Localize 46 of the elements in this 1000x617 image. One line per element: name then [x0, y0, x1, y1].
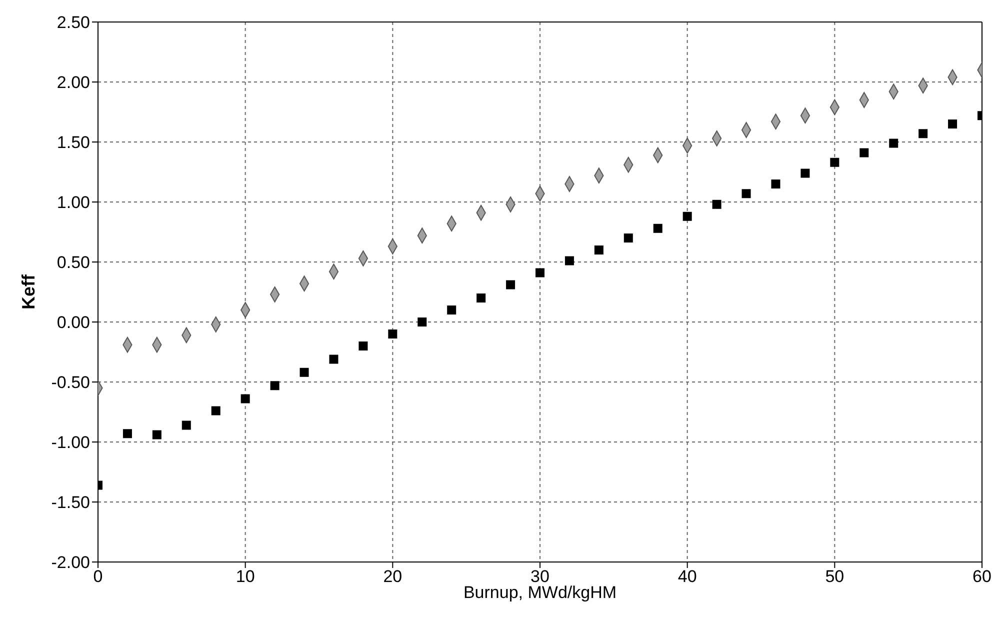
point — [182, 420, 191, 430]
point — [564, 256, 574, 266]
y-tick-label: -1.00 — [51, 433, 90, 452]
point — [742, 189, 751, 198]
point — [358, 342, 368, 350]
x-tick-label: 20 — [383, 567, 402, 586]
x-tick-label: 60 — [972, 567, 992, 586]
point — [889, 138, 898, 148]
point — [418, 318, 427, 326]
point — [122, 429, 132, 438]
point — [329, 354, 338, 364]
point — [270, 381, 280, 390]
point — [800, 168, 810, 178]
point — [860, 148, 869, 158]
point — [211, 406, 220, 416]
x-tick-label: 10 — [236, 567, 255, 586]
y-tick-label: -1.50 — [51, 493, 90, 512]
x-tick-label: 0 — [93, 567, 103, 586]
point — [536, 268, 544, 278]
point — [447, 306, 456, 314]
point — [918, 129, 928, 138]
y-axis-title: Keff — [18, 273, 38, 310]
y-tick-label: 2.50 — [56, 13, 90, 32]
y-tick-label: 1.50 — [56, 133, 90, 152]
point — [948, 120, 958, 128]
point — [682, 212, 692, 221]
point — [653, 224, 662, 233]
point — [712, 200, 722, 209]
x-tick-label: 50 — [825, 567, 844, 586]
point — [594, 246, 604, 254]
point — [240, 394, 250, 404]
point — [624, 234, 633, 242]
y-tick-label: 0.50 — [56, 253, 90, 272]
point — [771, 180, 780, 188]
point — [830, 158, 840, 167]
point — [388, 330, 398, 338]
y-tick-label: -2.00 — [51, 553, 90, 572]
point — [152, 430, 162, 440]
x-tick-label: 40 — [678, 567, 697, 586]
point — [476, 294, 486, 302]
y-tick-label: 2.00 — [56, 73, 90, 92]
point — [506, 280, 516, 290]
y-tick-label: 0.00 — [56, 313, 90, 332]
y-tick-label: 1.00 — [56, 193, 90, 212]
y-tick-label: -0.50 — [51, 373, 90, 392]
point — [300, 368, 309, 377]
